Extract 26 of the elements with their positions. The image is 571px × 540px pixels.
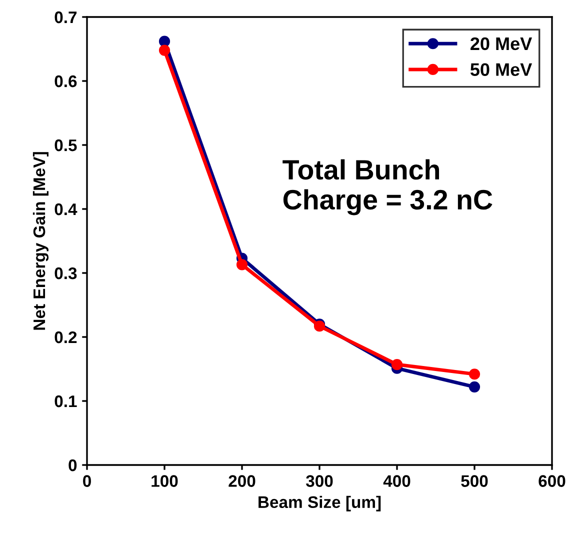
y-tick-label: 0.1: [54, 395, 77, 408]
x-tick-label: 100: [152, 475, 178, 487]
legend-label: 20 MeV: [470, 37, 532, 50]
x-tick-label: 400: [383, 475, 410, 487]
point: [236, 259, 248, 270]
y-tick-label: 0.4: [54, 203, 78, 216]
x-tick-label: 600: [538, 475, 566, 487]
y-tick-label: 0.6: [54, 75, 77, 88]
y-axis-title: Net Energy Gain [MeV]: [32, 152, 49, 330]
point: [468, 381, 480, 392]
y-tick-label: 0.7: [54, 11, 77, 24]
point: [158, 36, 170, 47]
legend-label: 50 MeV: [470, 63, 532, 76]
point: [158, 44, 170, 56]
x-tick-label: 200: [228, 475, 256, 487]
point: [468, 368, 480, 380]
x-tick-label: 500: [461, 475, 488, 487]
x-tick-label: 300: [306, 475, 333, 487]
y-tick-label: 0.2: [54, 331, 77, 344]
x-tick-label: 0: [83, 475, 91, 487]
point: [391, 358, 403, 370]
y-tick-label: 0.5: [54, 139, 77, 152]
y-tick-label: 0: [68, 459, 77, 472]
annotation: Total Bunch Charge = 3.2 nC: [282, 159, 492, 216]
x-axis-title: Beam Size [um]: [258, 496, 381, 512]
y-tick-label: 0.3: [54, 267, 77, 280]
